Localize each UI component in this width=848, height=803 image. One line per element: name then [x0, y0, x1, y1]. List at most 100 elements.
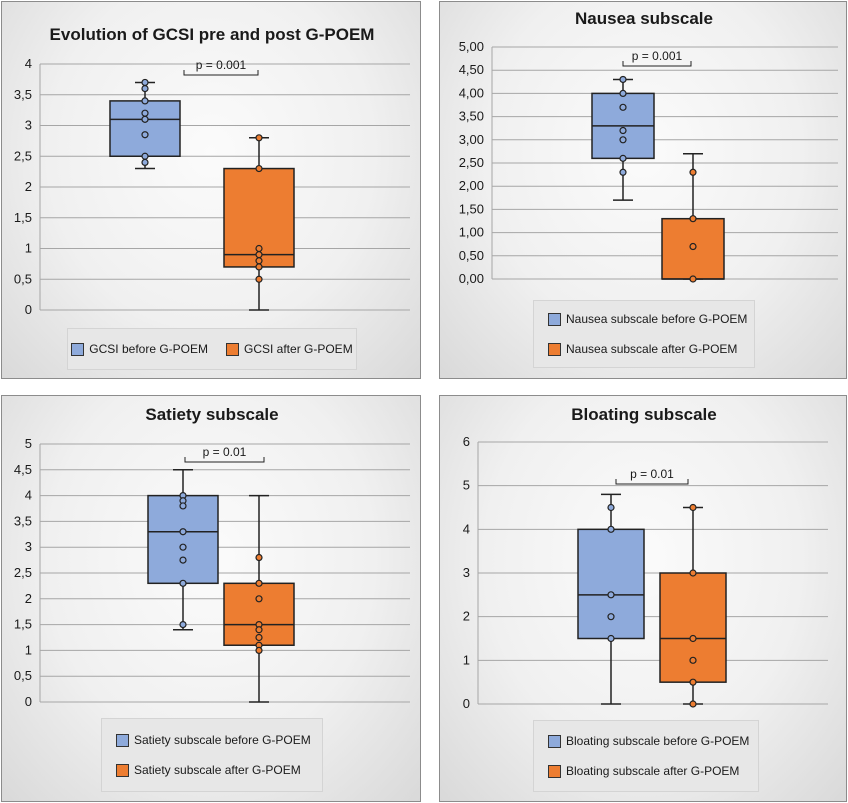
- data-point-after: [255, 164, 263, 173]
- y-tick-label: 2,00: [459, 178, 484, 193]
- y-tick-label: 3,5: [14, 87, 32, 102]
- y-tick-label: 1,00: [459, 225, 484, 240]
- data-point-before: [141, 97, 149, 105]
- bloating-legend: Bloating subscale before G-POEM Bloating…: [533, 720, 759, 792]
- data-point-after: [689, 242, 697, 251]
- y-tick-label: 1: [25, 642, 32, 657]
- data-point-after: [255, 633, 263, 642]
- data-point-before: [619, 89, 627, 98]
- y-tick-label: 1: [25, 241, 32, 256]
- bloating-chart-title: Bloating subscale: [571, 405, 716, 424]
- legend-entry-before: Bloating subscale before G-POEM: [548, 734, 749, 748]
- data-point-before: [607, 591, 615, 599]
- data-point-before: [607, 503, 615, 512]
- y-tick-label: 2: [463, 609, 470, 624]
- legend-label-before: Bloating subscale before G-POEM: [566, 734, 750, 748]
- gcsi-chart: Evolution of GCSI pre and post G-POEM 0 0,…: [14, 25, 410, 317]
- y-tick-label: 2,5: [14, 148, 32, 163]
- box-before: [577, 528, 645, 640]
- data-point-before: [179, 556, 187, 564]
- y-tick-label: 0,00: [459, 271, 484, 286]
- y-tick-label: 5: [25, 436, 32, 451]
- data-point-after: [255, 579, 263, 587]
- data-point-before: [619, 154, 627, 162]
- significance-bracket: [622, 61, 692, 67]
- legend-label-after: Bloating subscale after G-POEM: [566, 764, 740, 778]
- box-after: [659, 572, 727, 683]
- gcsi-legend: GCSI before G-POEM GCSI after G-POEM: [67, 328, 357, 370]
- legend-swatch-after: [116, 763, 129, 777]
- legend-entry-after: Satiety subscale after G-POEM: [116, 763, 301, 777]
- p-value-label: p = 0.001: [632, 49, 683, 63]
- y-tick-label: 0,5: [14, 668, 32, 683]
- y-tick-label: 0,50: [459, 248, 484, 263]
- legend-label-before: Nausea subscale before G-POEM: [566, 312, 748, 326]
- bloating-chart: Bloating subscale 0 1 2 3 4 5 6 p = 0.01: [463, 405, 828, 711]
- data-point-after: [255, 251, 263, 259]
- data-point-after: [689, 275, 697, 283]
- data-point-after: [255, 263, 263, 271]
- data-point-before: [619, 168, 627, 176]
- y-tick-label: 3: [463, 565, 470, 580]
- y-tick-label: 0,5: [14, 271, 32, 286]
- y-tick-label: 5,00: [459, 39, 484, 54]
- y-tick-label: 2: [25, 179, 32, 194]
- data-point-after: [689, 678, 697, 686]
- y-tick-label: 0: [463, 696, 470, 711]
- y-tick-label: 4,5: [14, 462, 32, 477]
- data-point-before: [619, 126, 627, 135]
- y-tick-label: 2,50: [459, 155, 484, 170]
- data-point-after: [255, 626, 263, 634]
- significance-bracket: [184, 457, 265, 463]
- data-point-after: [689, 569, 697, 577]
- y-tick-label: 3,5: [14, 513, 32, 528]
- data-point-after: [689, 656, 697, 664]
- bloating-chart-panel: Bloating subscale 0 1 2 3 4 5 6 p = 0.01 Bloatin…: [439, 395, 847, 802]
- data-point-before: [607, 525, 615, 533]
- y-tick-label: 6: [463, 434, 470, 449]
- legend-label-after: Satiety subscale after G-POEM: [134, 763, 301, 777]
- satiety-chart-panel: Satiety subscale 0 0,5 1 1,5 2 2,5 3 3,5 4 4,5 5 p =…: [1, 395, 421, 802]
- y-tick-label: 4: [25, 488, 32, 503]
- data-point-before: [179, 621, 187, 629]
- gcsi-chart-title: Evolution of GCSI pre and post G-POEM: [50, 25, 375, 44]
- legend-swatch-before: [548, 312, 561, 326]
- y-tick-label: 2,5: [14, 565, 32, 580]
- data-point-after: [689, 700, 697, 708]
- legend-swatch-after: [548, 342, 561, 356]
- y-tick-label: 2: [25, 591, 32, 606]
- y-tick-label: 3,50: [459, 109, 484, 124]
- p-value-label: p = 0.001: [196, 58, 247, 72]
- y-tick-label: 1,5: [14, 210, 32, 225]
- data-point-after: [689, 168, 697, 176]
- data-point-before: [141, 109, 149, 117]
- box-before: [109, 100, 181, 157]
- satiety-chart: Satiety subscale 0 0,5 1 1,5 2 2,5 3 3,5 4 4,5 5 p =…: [14, 405, 410, 709]
- legend-entry-before: Nausea subscale before G-POEM: [548, 312, 747, 326]
- data-point-before: [141, 158, 149, 166]
- data-point-after: [255, 257, 263, 265]
- legend-swatch-before: [548, 734, 561, 748]
- p-value-label: p = 0.01: [203, 445, 247, 459]
- legend-label-after: GCSI after G-POEM: [244, 342, 353, 356]
- y-tick-label: 4,00: [459, 85, 484, 100]
- y-tick-label: 4,50: [459, 62, 484, 77]
- data-point-before: [619, 103, 627, 111]
- legend-label-before: GCSI before G-POEM: [89, 342, 208, 356]
- legend-swatch-before: [71, 342, 85, 356]
- data-point-before: [619, 136, 627, 144]
- y-tick-label: 3: [25, 539, 32, 554]
- legend-entry-before: Satiety subscale before G-POEM: [116, 733, 311, 747]
- legend-label-after: Nausea subscale after G-POEM: [566, 342, 738, 356]
- legend-entry-after: Nausea subscale after G-POEM: [548, 342, 737, 356]
- nausea-chart-panel: Nausea subscale 0,00 0,50 1,00 1,50 2,00 2,50 3…: [439, 1, 847, 379]
- legend-swatch-after: [548, 764, 561, 778]
- data-point-before: [141, 115, 149, 123]
- y-tick-label: 5: [463, 478, 470, 493]
- nausea-legend: Nausea subscale before G-POEM Nausea sub…: [533, 300, 755, 368]
- nausea-chart: Nausea subscale 0,00 0,50 1,00 1,50 2,00 2,50 3…: [459, 9, 838, 286]
- satiety-legend: Satiety subscale before G-POEM Satiety s…: [101, 718, 323, 792]
- data-point-before: [607, 613, 615, 621]
- y-tick-label: 1,50: [459, 201, 484, 216]
- legend-entry-after: Bloating subscale after G-POEM: [548, 764, 739, 778]
